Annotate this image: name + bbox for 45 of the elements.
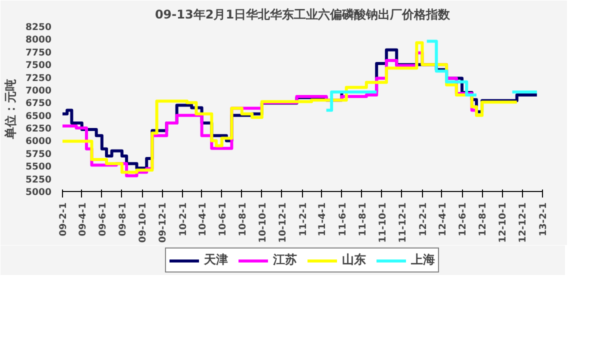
x-tick-label: 11-12-1 [397, 202, 408, 243]
y-tick-label: 5000 [26, 187, 52, 198]
y-tick-label: 7000 [26, 85, 52, 96]
y-tick-label: 5500 [26, 162, 52, 173]
x-tick-label: 10-4-1 [197, 202, 208, 236]
y-axis-title: 单位：元吨 [4, 79, 18, 140]
x-tick-label: 09-6-1 [97, 202, 108, 236]
x-tick-label: 10-8-1 [237, 202, 248, 236]
y-tick-label: 8250 [26, 22, 52, 33]
legend-label: 江苏 [273, 252, 297, 268]
y-tick-label: 7750 [26, 47, 52, 58]
y-tick-label: 8000 [26, 34, 52, 46]
x-tick-label: 11-8-1 [357, 202, 368, 236]
y-tick-label: 7500 [26, 60, 52, 72]
x-tick-label: 12-8-1 [478, 202, 489, 236]
y-tick-label: 5750 [26, 148, 52, 160]
x-tick-label: 09-4-1 [77, 202, 88, 236]
legend-label: 上海 [411, 252, 435, 268]
x-tick-label: 12-4-1 [437, 202, 448, 236]
y-tick-label: 6750 [26, 98, 52, 110]
x-tick-label: 10-2-1 [178, 202, 189, 236]
x-tick-label: 12-10-1 [498, 202, 509, 243]
x-tick-label: 09-10-1 [138, 202, 149, 243]
x-tick-label: 09-8-1 [117, 202, 128, 236]
x-tick-label: 10-10-1 [257, 202, 268, 243]
legend-label: 山东 [342, 252, 366, 268]
x-tick-label: 11-4-1 [317, 202, 328, 236]
chart-title: 09-13年2月1日华北华东工业六偏磷酸钠出厂价格指数 [154, 8, 452, 22]
x-tick-label: 12-6-1 [458, 202, 469, 236]
x-tick-label: 09-12-1 [158, 202, 169, 243]
y-tick-label: 6000 [26, 136, 52, 148]
x-tick-label: 11-10-1 [377, 202, 388, 243]
x-tick-label: 11-2-1 [298, 202, 309, 236]
x-tick-label: 10-12-1 [277, 202, 288, 243]
x-tick-label: 13-2-1 [538, 202, 549, 236]
legend-label: 天津 [204, 252, 228, 268]
y-tick-label: 5250 [26, 174, 52, 186]
y-tick-label: 7250 [26, 72, 52, 84]
x-tick-label: 12-12-1 [518, 202, 529, 243]
y-tick-label: 6250 [26, 124, 52, 135]
y-tick-label: 6500 [26, 110, 52, 122]
x-tick-label: 11-6-1 [337, 202, 348, 236]
x-tick-label: 10-6-1 [217, 202, 228, 236]
x-tick-label: 09-2-1 [58, 202, 69, 236]
x-tick-label: 12-2-1 [418, 202, 429, 236]
